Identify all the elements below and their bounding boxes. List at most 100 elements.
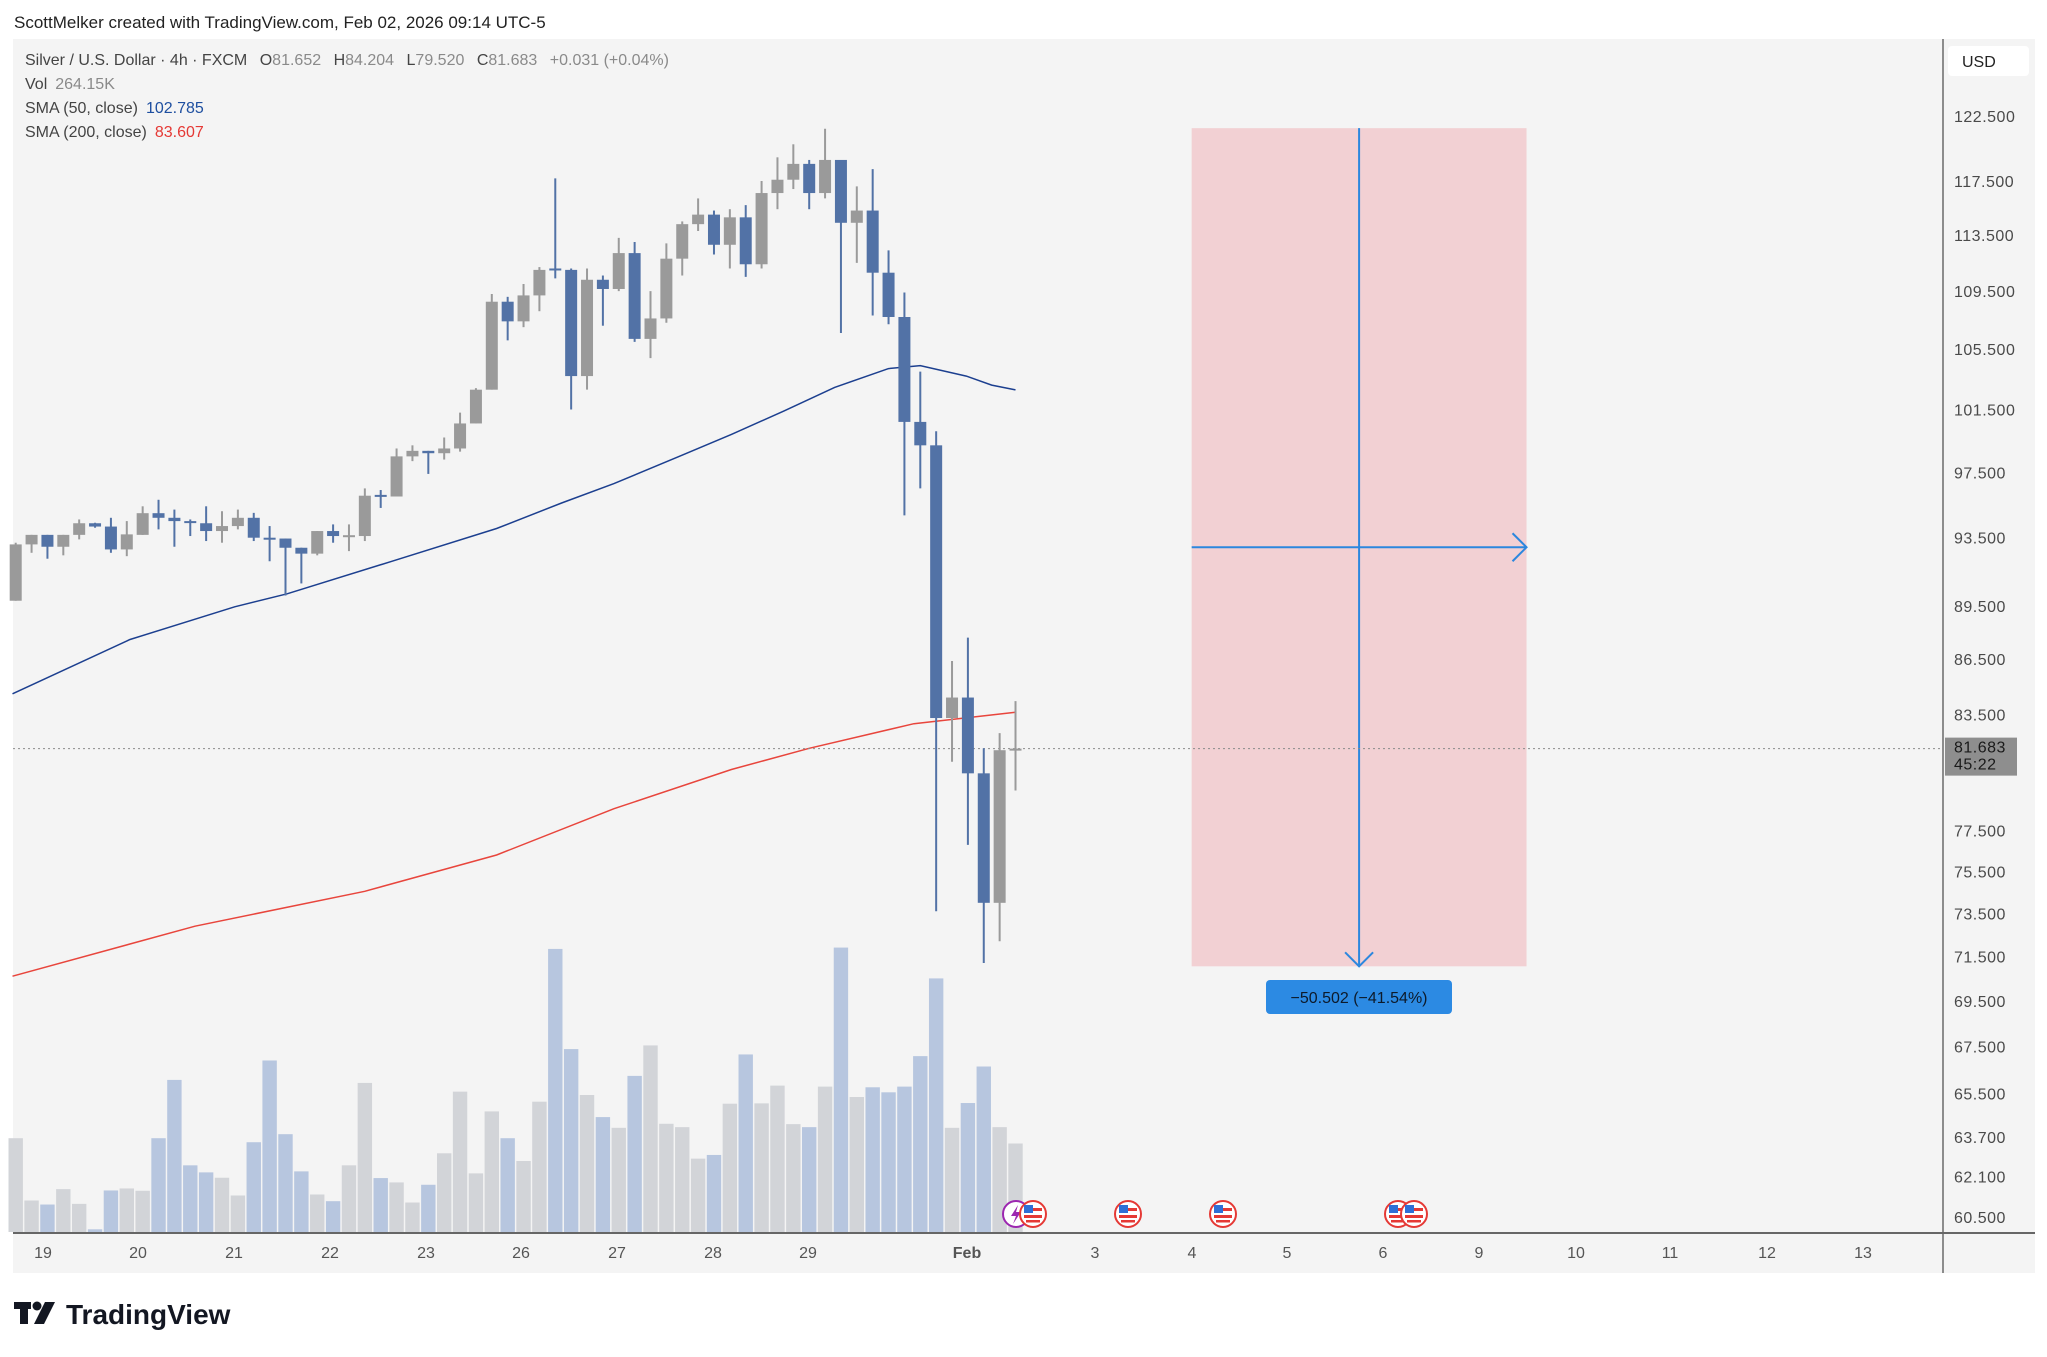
volume-bar — [722, 1103, 738, 1232]
price-tick: 73.500 — [1954, 906, 2006, 923]
candle-body — [946, 697, 959, 719]
time-tick: 10 — [1567, 1245, 1585, 1262]
flag-stripe — [1414, 1208, 1423, 1211]
candle-body — [216, 526, 229, 532]
volume-bar — [849, 1096, 865, 1232]
legend-volume-row[interactable]: Vol 264.15K — [25, 76, 115, 93]
sma200-line[interactable] — [12, 711, 1016, 977]
price-tick: 117.500 — [1954, 174, 2014, 191]
candle — [454, 412, 467, 452]
candle-body — [279, 538, 292, 548]
price-tick: 101.500 — [1954, 403, 2015, 420]
price-tick: 65.500 — [1954, 1086, 2006, 1103]
candle — [311, 531, 324, 556]
volume-bar — [278, 1134, 293, 1232]
date-price-range-tool[interactable] — [1191, 128, 1528, 968]
time-tick: 9 — [1475, 1245, 1484, 1262]
measure-label[interactable]: −50.502 (−41.54%) — [1266, 980, 1452, 1014]
candle-body — [644, 318, 657, 339]
volume-bar — [833, 947, 849, 1232]
event-circle — [1019, 1200, 1047, 1228]
volume-bar — [341, 1165, 357, 1232]
candle-body — [136, 513, 149, 535]
legend-open-label: O — [260, 52, 272, 69]
candle — [406, 445, 419, 462]
legend-ohlc-row: Silver / U.S. Dollar · 4h · FXCM O81.652… — [25, 52, 669, 69]
candle — [707, 210, 720, 255]
candle — [565, 268, 578, 410]
candle-body — [977, 773, 990, 903]
us-flag-event-icon[interactable] — [1400, 1200, 1428, 1228]
us-flag-event-icon[interactable] — [1209, 1200, 1237, 1228]
sma50-line[interactable] — [12, 364, 1016, 695]
time-axis[interactable]: 19 20 21 22 23 26 27 28 29 Feb 3 4 5 6 9 10 11 12 13 — [34, 1245, 1872, 1262]
candle-body — [850, 210, 863, 223]
us-flag-event-icon[interactable] — [1019, 1200, 1047, 1228]
volume-bar — [960, 1103, 976, 1232]
candle-body — [866, 210, 879, 273]
candle — [692, 198, 705, 231]
candle — [9, 542, 22, 601]
candle-body — [1009, 748, 1022, 751]
time-tick: 28 — [704, 1245, 722, 1262]
flag-stripe — [1121, 1220, 1135, 1223]
candle-body — [533, 269, 546, 296]
volume-bar — [865, 1087, 880, 1232]
candle-body — [89, 523, 102, 527]
candle-body — [295, 547, 308, 554]
candle — [533, 267, 546, 312]
volume-bar — [151, 1138, 166, 1232]
candle-body — [454, 423, 467, 449]
candle — [247, 512, 260, 542]
volume-bar — [500, 1138, 515, 1232]
legend: Silver / U.S. Dollar · 4h · FXCM O81.652… — [25, 52, 669, 141]
candle-body — [723, 217, 736, 245]
volume-bar — [167, 1079, 182, 1232]
candle-body — [565, 269, 578, 377]
price-axis[interactable]: USD 122.500 117.500 113.500 109.500 105.500 1… — [1945, 46, 2029, 1227]
price-tick: 113.500 — [1954, 228, 2014, 245]
price-tick: 105.500 — [1954, 342, 2015, 359]
volume-bar — [357, 1082, 373, 1232]
volume-bar — [56, 1189, 71, 1232]
candle — [57, 534, 70, 556]
legend-sma200-value: 83.607 — [155, 124, 204, 141]
volume-bar — [87, 1229, 103, 1232]
volume-bar — [643, 1045, 658, 1232]
volume-bar — [389, 1182, 404, 1232]
legend-close: 81.683 — [488, 52, 537, 69]
volume-bar — [40, 1204, 55, 1232]
legend-open: 81.652 — [272, 52, 321, 69]
currency-button[interactable] — [1948, 46, 2029, 76]
candle — [295, 547, 308, 584]
flag-stripe — [1026, 1220, 1040, 1223]
candle-body — [422, 450, 435, 454]
candle — [200, 506, 213, 542]
event-circle — [1114, 1200, 1142, 1228]
tradingview-logo[interactable]: TradingView — [14, 1299, 231, 1330]
candle-body — [406, 450, 419, 457]
candle — [961, 637, 974, 845]
candle-body — [247, 517, 260, 538]
candle-body — [930, 445, 943, 719]
legend-sma50-row[interactable]: SMA (50, close) 102.785 — [25, 100, 204, 117]
volume-bar — [532, 1101, 547, 1232]
time-tick: 26 — [512, 1245, 530, 1262]
flag-canton — [1405, 1205, 1414, 1213]
legend-vol: 264.15K — [55, 76, 115, 93]
legend-sma200-row[interactable]: SMA (200, close) 83.607 — [25, 124, 204, 141]
volume-bar — [373, 1178, 388, 1232]
candle — [787, 144, 800, 190]
candle — [581, 268, 594, 390]
volume-bar — [738, 1054, 753, 1232]
volume-bar — [246, 1142, 261, 1232]
current-price-label: 81.683 45:22 — [1945, 737, 2017, 776]
candle — [834, 159, 847, 334]
us-flag-event-icon[interactable] — [1114, 1200, 1142, 1228]
legend-symbol: Silver / U.S. Dollar · 4h · FXCM — [25, 52, 247, 69]
candle — [216, 511, 229, 543]
events-row[interactable] — [1002, 1200, 1428, 1228]
volume-bar — [992, 1127, 1007, 1232]
candle-body — [549, 268, 562, 271]
